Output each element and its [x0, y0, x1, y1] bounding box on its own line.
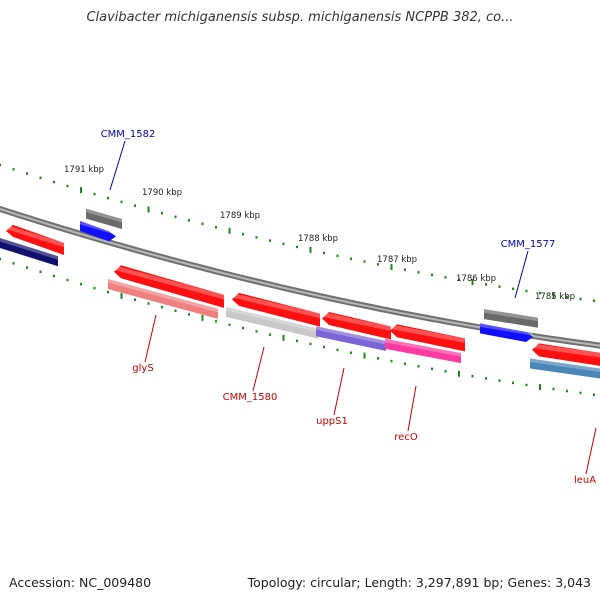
- scale-label: 1787 kbp: [377, 255, 417, 265]
- gene-arrow-cmm1582-blue-shade: [80, 220, 116, 235]
- gene-block-recO-magenta[interactable]: [385, 338, 461, 364]
- gene-block-navy-shade: [0, 238, 58, 260]
- gene-label-leuA[interactable]: leuA: [574, 475, 596, 486]
- gene-arrow-glyS[interactable]: [114, 265, 224, 308]
- gene-label-recO-leader: [407, 385, 417, 432]
- gene-label-CMM_1577[interactable]: CMM_1577: [501, 239, 556, 250]
- scale-label: 1785 kbp: [535, 292, 575, 302]
- topology-text: Topology: circular; Length: 3,297,891 bp…: [247, 575, 591, 590]
- gene-block-cmm1577-gray[interactable]: [484, 309, 538, 328]
- gene-label-CMM_1582-leader: [109, 140, 126, 191]
- scale-label: 1786 kbp: [456, 274, 496, 284]
- gene-block-CMM_1580-gray[interactable]: [226, 306, 318, 339]
- gene-label-glyS[interactable]: glyS: [132, 363, 153, 374]
- gene-arrow-recO-shade: [390, 324, 465, 343]
- gene-arrow-uppS1-shade: [322, 312, 391, 332]
- gene-label-leuA-leader: [585, 427, 597, 475]
- gene-label-recO[interactable]: recO: [394, 432, 418, 443]
- gene-label-CMM_1580-leader: [252, 346, 265, 392]
- gene-block-cmm1582-gray-shade: [86, 208, 122, 223]
- scale-label: 1789 kbp: [220, 211, 260, 221]
- gene-block-cmm1577-gray-shade: [484, 309, 538, 322]
- gene-arrow-leuA-shade: [532, 343, 600, 358]
- gene-block-leuA-steel[interactable]: [530, 358, 600, 380]
- gene-block-navy[interactable]: [0, 238, 58, 267]
- gene-label-CMM_1577-leader: [514, 250, 529, 299]
- gene-block-cmm1582-gray[interactable]: [86, 208, 122, 230]
- gene-block-leuA-steel-shade: [530, 358, 600, 373]
- gene-arrow-red-shade: [6, 224, 64, 248]
- gene-block-uppS1-purple[interactable]: [316, 326, 386, 351]
- gene-block-CMM_1580-gray-shade: [226, 306, 318, 333]
- gene-arrow-glyS-shade: [114, 265, 224, 300]
- gene-arrow-cmm1582-blue[interactable]: [80, 220, 116, 242]
- gene-arrow-cmm1577-blue[interactable]: [480, 323, 533, 342]
- gene-label-uppS1-leader: [333, 367, 345, 416]
- gene-arrow-recO[interactable]: [390, 324, 465, 352]
- gene-arrow-CMM_1580-shade: [232, 292, 320, 319]
- gene-block-glyS-pink[interactable]: [108, 279, 218, 319]
- gene-label-uppS1[interactable]: uppS1: [316, 416, 348, 427]
- gene-arrow-red[interactable]: [6, 224, 64, 256]
- gene-block-glyS-pink-shade: [108, 279, 218, 313]
- gene-arrow-cmm1577-blue-shade: [480, 323, 533, 336]
- scale-label: 1790 kbp: [142, 188, 182, 198]
- scale-label: 1791 kbp: [64, 165, 104, 175]
- gene-label-CMM_1582[interactable]: CMM_1582: [101, 129, 156, 140]
- scale-label: 1788 kbp: [298, 234, 338, 244]
- gene-block-recO-magenta-shade: [385, 338, 461, 357]
- gene-arrow-uppS1[interactable]: [322, 312, 391, 340]
- gene-label-CMM_1580[interactable]: CMM_1580: [223, 392, 278, 403]
- gene-block-uppS1-purple-shade: [316, 326, 386, 345]
- accession-text: Accession: NC_009480: [9, 575, 152, 590]
- gene-arrow-leuA[interactable]: [532, 343, 600, 366]
- gene-label-glyS-leader: [144, 314, 157, 363]
- map-title: Clavibacter michiganensis subsp. michiga…: [86, 10, 514, 25]
- gene-arrow-CMM_1580[interactable]: [232, 292, 320, 327]
